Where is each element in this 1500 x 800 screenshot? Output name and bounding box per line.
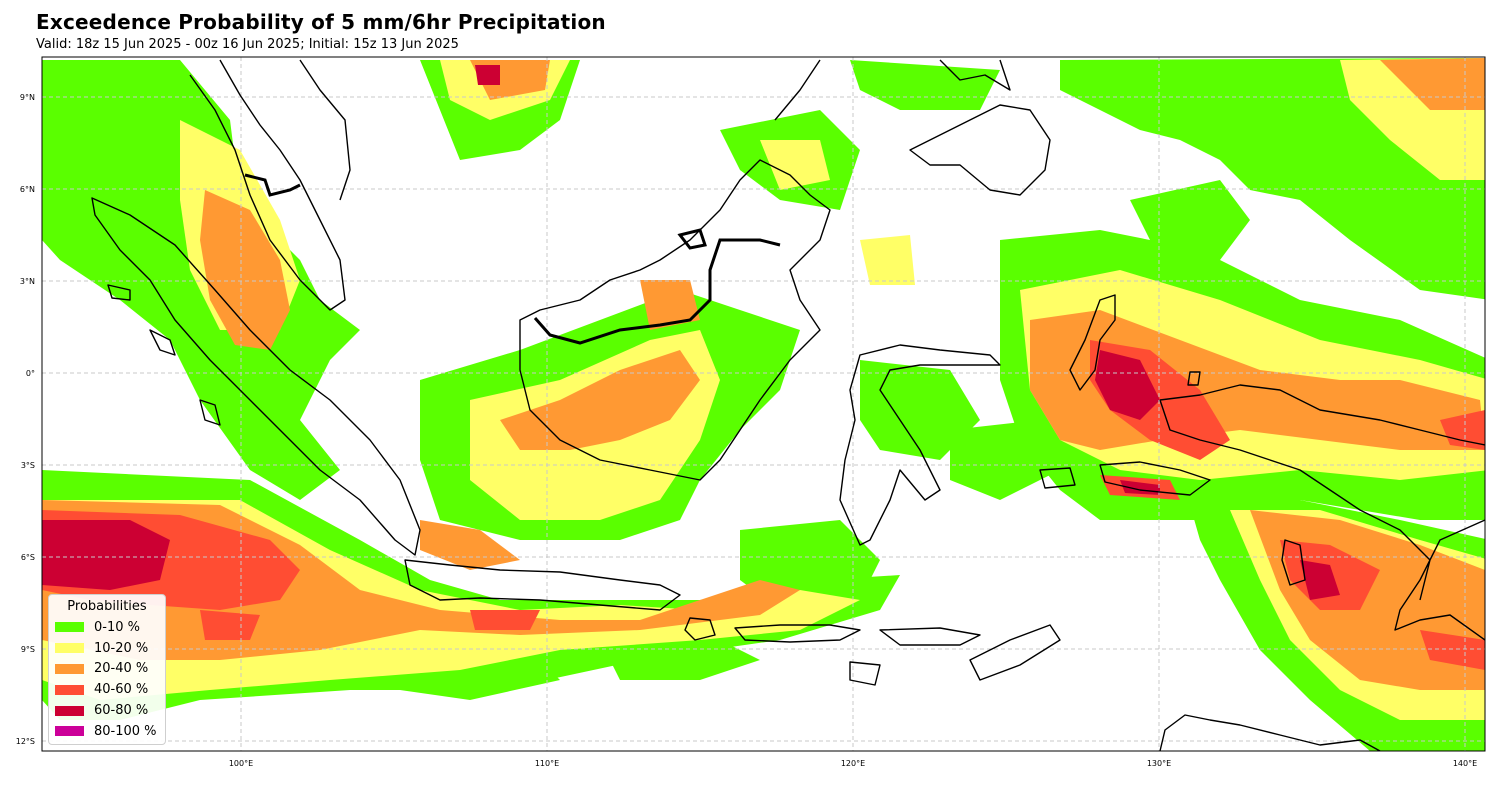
timor-coast <box>969 624 1061 681</box>
halmahera-coast <box>1069 294 1116 391</box>
australia-coast <box>1159 714 1381 751</box>
buru-coast <box>1039 467 1076 489</box>
lat-label: 9°S <box>21 645 35 654</box>
legend-entry: 80-100 % <box>49 721 165 742</box>
legend: Probabilities 0-10 % 10-20 % 20-40 % 40-… <box>48 594 166 745</box>
legend-label: 0-10 % <box>94 619 140 635</box>
legend-swatch <box>55 705 84 716</box>
coastlines <box>91 59 1485 751</box>
seram-coast <box>1099 461 1211 496</box>
legend-title: Probabilities <box>67 599 147 614</box>
flores-coast <box>879 627 981 646</box>
sumba-coast <box>849 661 881 686</box>
java-coast <box>404 559 681 611</box>
sulawesi-coast <box>839 344 1001 546</box>
lon-label: 130°E <box>1147 759 1171 768</box>
lon-label: 120°E <box>841 759 865 768</box>
mindanao-coast <box>909 104 1051 196</box>
legend-swatch <box>55 684 84 695</box>
bali-coast <box>684 617 716 641</box>
legend-swatch <box>55 663 84 674</box>
legend-entry: 20-40 % <box>49 659 165 680</box>
legend-label: 20-40 % <box>94 661 149 677</box>
legend-entry: 60-80 % <box>49 700 165 721</box>
legend-entry: 40-60 % <box>49 679 165 700</box>
legend-entry: 10-20 % <box>49 638 165 659</box>
sumatra-coast <box>91 197 421 556</box>
visayas-coast <box>939 59 1011 91</box>
lat-label: 0° <box>26 369 35 378</box>
legend-label: 60-80 % <box>94 703 149 719</box>
aru-coast <box>1281 539 1306 586</box>
legend-label: 40-60 % <box>94 682 149 698</box>
lat-label: 6°S <box>21 553 35 562</box>
malay-peninsula-coast <box>189 59 346 311</box>
indochina-coast <box>299 59 351 201</box>
legend-label: 80-100 % <box>94 723 157 739</box>
legend-swatch <box>55 643 84 654</box>
new-guinea-coast <box>1159 384 1485 641</box>
lat-label: 12°S <box>16 737 35 746</box>
borneo-border <box>533 238 781 345</box>
legend-label: 10-20 % <box>94 640 149 656</box>
legend-swatch <box>55 622 84 633</box>
lombok-sumbawa-coast <box>734 624 861 643</box>
lon-label: 110°E <box>535 759 559 768</box>
map-subtitle: Valid: 18z 15 Jun 2025 - 00z 16 Jun 2025… <box>36 37 459 52</box>
lat-label: 9°N <box>20 93 35 102</box>
lat-label: 3°N <box>20 277 35 286</box>
lon-label: 100°E <box>229 759 253 768</box>
borders <box>244 173 781 345</box>
lat-label: 6°N <box>20 185 35 194</box>
lat-label: 3°S <box>21 461 35 470</box>
latitude-labels: 9°N 6°N 3°N 0° 3°S 6°S 9°S 12°S <box>16 93 35 746</box>
map-title: Exceedence Probability of 5 mm/6hr Preci… <box>36 10 606 34</box>
borneo-coast <box>519 159 831 481</box>
legend-swatch <box>55 726 84 737</box>
legend-entry: 0-10 % <box>49 617 165 638</box>
palawan-coast <box>774 59 821 121</box>
grid-lines <box>42 57 1485 751</box>
longitude-labels: 100°E 110°E 120°E 130°E 140°E <box>229 759 1477 768</box>
lon-label: 140°E <box>1453 759 1477 768</box>
